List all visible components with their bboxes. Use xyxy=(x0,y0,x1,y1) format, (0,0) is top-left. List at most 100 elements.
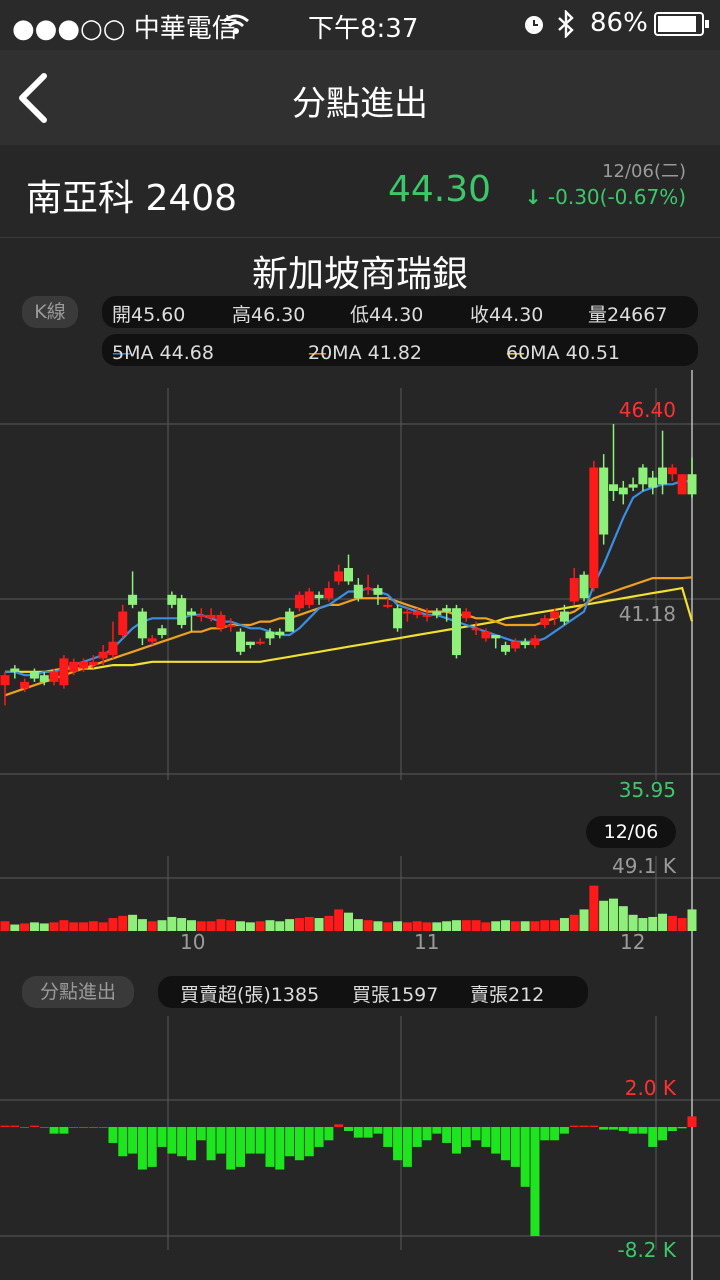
candle-body xyxy=(353,584,363,599)
volume-bar xyxy=(206,921,216,931)
net-min-label: -8.2 K xyxy=(617,1238,677,1262)
net-bar xyxy=(0,1125,10,1127)
volume-bar xyxy=(196,921,206,931)
net-bar xyxy=(137,1127,147,1170)
price-chart[interactable] xyxy=(0,370,720,1280)
candle-body xyxy=(118,611,128,636)
kline-tag[interactable]: K線 xyxy=(22,296,78,328)
net-bar xyxy=(344,1127,353,1131)
volume-bar xyxy=(442,921,452,931)
close-value: 收44.30 xyxy=(470,304,544,326)
candle-body xyxy=(20,681,30,689)
volume-bar xyxy=(393,921,403,931)
candle-body xyxy=(255,641,265,644)
net-bar xyxy=(677,1127,687,1129)
net-bar xyxy=(442,1127,452,1143)
candle-body xyxy=(275,631,285,636)
month-label-10: 10 xyxy=(180,930,206,954)
volume-bar xyxy=(412,921,422,931)
volume-bar xyxy=(658,913,668,931)
candle-body xyxy=(383,604,393,607)
net-bar xyxy=(157,1127,167,1147)
volume-bar xyxy=(373,921,383,931)
net-bar xyxy=(20,1127,30,1128)
candle-body xyxy=(314,594,324,599)
net-bar xyxy=(118,1127,128,1157)
net-bar xyxy=(304,1127,314,1157)
bluetooth-icon xyxy=(558,10,574,38)
candle-body xyxy=(520,641,530,646)
volume-bar xyxy=(236,921,246,931)
open-value: 開45.60 xyxy=(112,304,186,326)
net-bar xyxy=(608,1127,618,1130)
wifi-icon xyxy=(223,14,249,34)
candle-body xyxy=(540,618,550,625)
volume-bar xyxy=(687,909,697,931)
volume-bar xyxy=(128,914,138,931)
candle-body xyxy=(461,611,471,619)
net-bar xyxy=(658,1127,668,1141)
candle-body xyxy=(393,608,403,629)
candle-body xyxy=(0,675,10,686)
branch-tag[interactable]: 分點進出 xyxy=(22,976,134,1008)
candle-body xyxy=(196,614,206,617)
net-bar xyxy=(10,1125,20,1127)
candle-body xyxy=(49,671,59,682)
net-bar xyxy=(687,1116,697,1127)
candle-body xyxy=(334,571,344,582)
battery-icon xyxy=(654,12,709,36)
candle-body xyxy=(324,588,334,599)
back-chevron-icon[interactable] xyxy=(14,68,54,128)
net-bar xyxy=(491,1127,501,1154)
page-title: 分點進出 xyxy=(292,84,428,124)
net-bar xyxy=(422,1127,432,1141)
battery-percent: 86% xyxy=(590,8,648,38)
net-bar xyxy=(108,1127,118,1143)
volume-bar xyxy=(265,920,275,931)
candle-body xyxy=(638,467,648,485)
net-bar xyxy=(314,1127,324,1147)
volume-bar xyxy=(29,922,39,931)
candle-body xyxy=(206,614,216,619)
volume-bar xyxy=(648,916,658,931)
candle-body xyxy=(39,675,49,682)
net-bar xyxy=(255,1127,265,1154)
volume-bar xyxy=(304,916,314,931)
net-bar xyxy=(294,1127,304,1161)
volume-value: 量24667 xyxy=(588,304,668,326)
candle-body xyxy=(59,658,69,686)
candle-body xyxy=(304,591,314,605)
month-label-12: 12 xyxy=(620,930,646,954)
net-bar xyxy=(236,1127,246,1167)
net-bar xyxy=(481,1127,491,1147)
candle-body xyxy=(481,631,491,639)
volume-bar xyxy=(314,918,324,931)
volume-bars xyxy=(0,885,697,931)
date-badge: 12/06 xyxy=(586,816,676,848)
volume-bar xyxy=(667,915,677,931)
chart-grid xyxy=(0,370,720,1280)
net-bar xyxy=(363,1127,373,1138)
candle-body xyxy=(677,474,687,495)
volume-bar xyxy=(432,922,442,931)
volume-bar xyxy=(186,920,196,931)
volume-bar xyxy=(520,921,530,931)
candle-body xyxy=(157,628,167,636)
price-change: ↓ -0.30(-0.67%) xyxy=(525,185,686,209)
candle-body xyxy=(432,611,442,615)
candle-body xyxy=(265,631,275,639)
volume-bar xyxy=(559,918,569,931)
candle-body xyxy=(530,638,540,646)
branch-summary: 買賣超(張)1385 買張1597 賣張212 xyxy=(158,976,588,1008)
volume-bar xyxy=(10,924,20,931)
candle-body xyxy=(294,594,304,609)
volume-bar xyxy=(461,920,471,931)
candlesticks xyxy=(0,424,697,706)
volume-bar xyxy=(157,920,167,931)
alarm-icon xyxy=(525,16,543,34)
net-bar xyxy=(618,1127,628,1131)
net-bar xyxy=(599,1127,609,1130)
candle-body xyxy=(245,641,255,646)
volume-bar xyxy=(530,921,540,931)
volume-bar xyxy=(137,919,147,931)
